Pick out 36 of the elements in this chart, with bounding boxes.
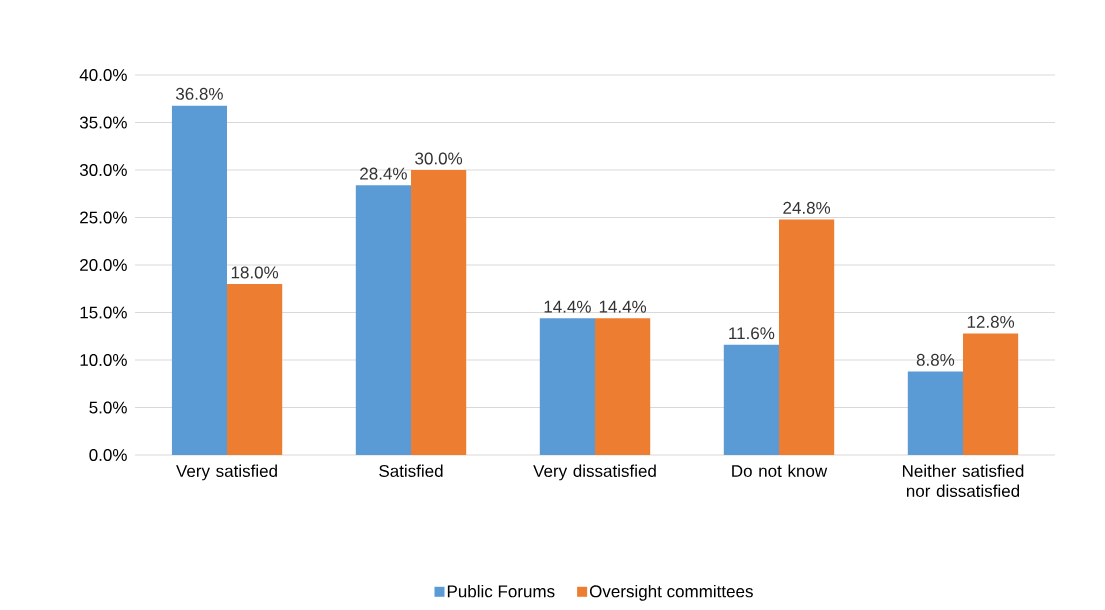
data-label: 24.8% — [783, 201, 831, 214]
bar — [963, 333, 1019, 455]
y-tick-label: 35.0% — [79, 116, 127, 129]
legend-label: Oversight committees — [589, 584, 753, 601]
data-label: 12.8% — [967, 315, 1015, 328]
legend-label: Public Forums — [447, 584, 555, 598]
data-label: 14.4% — [599, 300, 647, 313]
bar — [723, 344, 779, 455]
data-label: 14.4% — [544, 300, 591, 313]
data-label: 18.0% — [231, 266, 279, 279]
data-label: 8.8% — [916, 353, 955, 366]
bar — [171, 105, 228, 455]
bar — [595, 318, 651, 455]
data-label: 28.4% — [360, 167, 407, 180]
x-tick-label: Very satisfied — [176, 464, 277, 481]
bar — [355, 185, 412, 455]
data-label: 36.8% — [175, 87, 223, 100]
y-tick-label: 30.0% — [79, 163, 127, 177]
data-label: 30.0% — [415, 152, 463, 165]
y-tick-label: 25.0% — [80, 211, 127, 224]
y-tick-label: 20.0% — [80, 258, 127, 272]
x-tick-label: Very dissatisfied — [533, 464, 656, 481]
x-tick-label: Neither satisfied nor dissatisfied — [902, 464, 1024, 498]
data-label: 11.6% — [729, 327, 775, 340]
x-tick-label: Satisfied — [379, 464, 443, 478]
y-tick-label: 10.0% — [80, 353, 127, 367]
bar — [539, 318, 595, 455]
bar — [411, 169, 467, 455]
x-tick-label: Do not know — [732, 464, 828, 478]
y-tick-label: 5.0% — [89, 401, 127, 414]
bar — [779, 219, 835, 455]
y-tick-label: 40.0% — [79, 68, 127, 82]
y-tick-label: 15.0% — [80, 306, 127, 319]
y-tick-label: 0.0% — [89, 448, 127, 462]
bar — [907, 371, 963, 455]
bar — [227, 283, 283, 455]
